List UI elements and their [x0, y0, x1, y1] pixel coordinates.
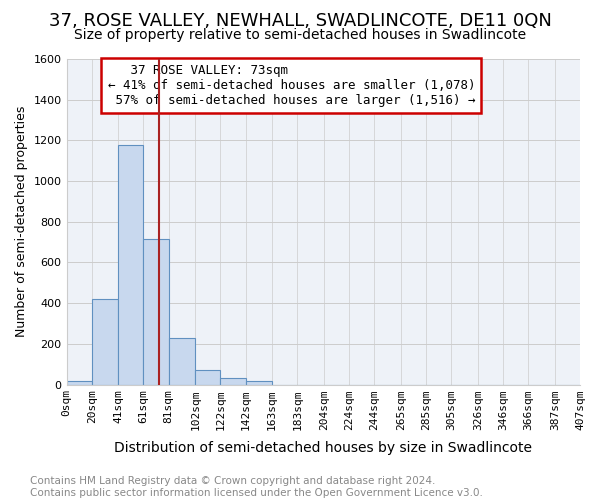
Text: 37, ROSE VALLEY, NEWHALL, SWADLINCOTE, DE11 0QN: 37, ROSE VALLEY, NEWHALL, SWADLINCOTE, D…	[49, 12, 551, 30]
Text: Contains HM Land Registry data © Crown copyright and database right 2024.
Contai: Contains HM Land Registry data © Crown c…	[30, 476, 483, 498]
Bar	[67, 382, 92, 384]
Bar	[92, 299, 118, 384]
Bar	[195, 370, 220, 384]
Bar	[143, 239, 169, 384]
Bar	[245, 382, 272, 384]
Bar	[220, 378, 245, 384]
Bar	[169, 338, 195, 384]
Y-axis label: Number of semi-detached properties: Number of semi-detached properties	[15, 106, 28, 338]
X-axis label: Distribution of semi-detached houses by size in Swadlincote: Distribution of semi-detached houses by …	[114, 441, 532, 455]
Text: 37 ROSE VALLEY: 73sqm
← 41% of semi-detached houses are smaller (1,078)
 57% of : 37 ROSE VALLEY: 73sqm ← 41% of semi-deta…	[107, 64, 475, 107]
Text: Size of property relative to semi-detached houses in Swadlincote: Size of property relative to semi-detach…	[74, 28, 526, 42]
Bar	[118, 146, 143, 384]
